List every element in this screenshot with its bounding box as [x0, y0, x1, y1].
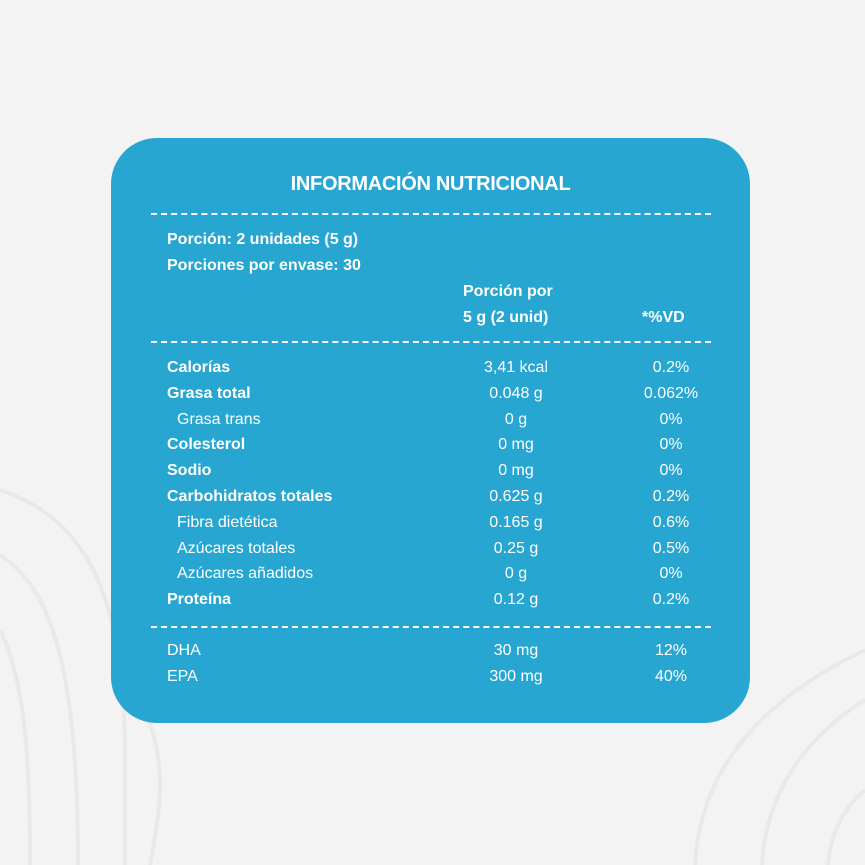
nutrient-amount: 3,41 kcal [483, 359, 549, 376]
dashed-divider [151, 341, 711, 343]
nutrient-row: Calorías 3,41 kcal 0.2% [111, 359, 750, 384]
nutrient-row: Grasa trans 0 g 0% [111, 411, 750, 436]
nutrient-name: Azúcares totales [177, 539, 296, 557]
nutrient-daily-value: 0% [659, 436, 683, 454]
nutrient-daily-value: 0% [659, 565, 683, 583]
nutrient-amount: 0 mg [498, 436, 534, 454]
nutrient-daily-value: 0.062% [643, 384, 699, 402]
nutrient-amount: 0.048 g [489, 384, 543, 402]
nutrient-amount: 300 mg [489, 668, 543, 685]
nutrient-row: EPA 300 mg 40% [111, 668, 750, 693]
nutrient-row: Fibra dietética 0.165 g 0.6% [111, 514, 750, 539]
nutrition-facts-card: INFORMACIÓN NUTRICIONAL Porción: 2 unida… [111, 138, 750, 723]
nutrient-daily-value: 0.2% [652, 488, 690, 505]
serving-size: Porción: 2 unidades (5 g) [167, 231, 359, 248]
nutrient-name: Sodio [167, 462, 212, 480]
nutrient-daily-value: 0% [659, 462, 683, 480]
nutrient-name: Colesterol [167, 436, 246, 454]
nutrient-daily-value: 0.5% [652, 539, 690, 557]
nutrient-row: Sodio 0 mg 0% [111, 462, 750, 487]
nutrient-amount: 0 g [504, 410, 528, 428]
nutrient-name: Calorías [167, 359, 231, 376]
nutrient-daily-value: 12% [654, 642, 688, 659]
nutrient-daily-value: 0.2% [652, 591, 690, 609]
nutrient-row: Azúcares añadidos 0 g 0% [111, 565, 750, 590]
nutrient-name: EPA [167, 668, 198, 685]
amount-header-line2: 5 g (2 unid) [463, 309, 549, 326]
nutrient-amount: 0 mg [498, 462, 534, 480]
nutrient-name: Azúcares añadidos [177, 565, 314, 583]
amount-header-line1: Porción por [463, 283, 553, 300]
daily-value-column-header: *%VD [642, 309, 685, 326]
nutrient-amount: 0.25 g [493, 539, 539, 557]
nutrient-amount: 0.12 g [493, 591, 539, 609]
nutrient-amount: 0.625 g [489, 488, 543, 505]
nutrient-row: DHA 30 mg 12% [111, 642, 750, 667]
nutrient-row: Azúcares totales 0.25 g 0.5% [111, 540, 750, 565]
nutrient-daily-value: 40% [654, 668, 688, 685]
nutrient-name: Fibra dietética [177, 513, 278, 531]
nutrient-name: Carbohidratos totales [167, 488, 333, 505]
servings-per-container: Porciones por envase: 30 [167, 257, 361, 274]
nutrient-row: Carbohidratos totales 0.625 g 0.2% [111, 488, 750, 513]
dashed-divider [151, 626, 711, 628]
nutrient-name: DHA [167, 642, 201, 659]
nutrient-daily-value: 0.2% [652, 359, 690, 376]
nutrient-name: Proteína [167, 591, 232, 609]
nutrient-row: Grasa total 0.048 g 0.062% [111, 385, 750, 410]
nutrient-row: Proteína 0.12 g 0.2% [111, 591, 750, 616]
nutrient-amount: 0.165 g [489, 513, 543, 531]
dashed-divider [151, 213, 711, 215]
nutrient-name: Grasa trans [177, 410, 261, 428]
nutrient-daily-value: 0.6% [652, 513, 690, 531]
nutrient-daily-value: 0% [659, 410, 683, 428]
panel-title: INFORMACIÓN NUTRICIONAL [290, 173, 571, 195]
amount-column-header: Porción por 5 g (2 unid) [463, 279, 553, 331]
nutrient-row: Colesterol 0 mg 0% [111, 436, 750, 461]
nutrient-amount: 0 g [504, 565, 528, 583]
nutrient-amount: 30 mg [493, 642, 539, 659]
nutrient-name: Grasa total [167, 384, 251, 402]
